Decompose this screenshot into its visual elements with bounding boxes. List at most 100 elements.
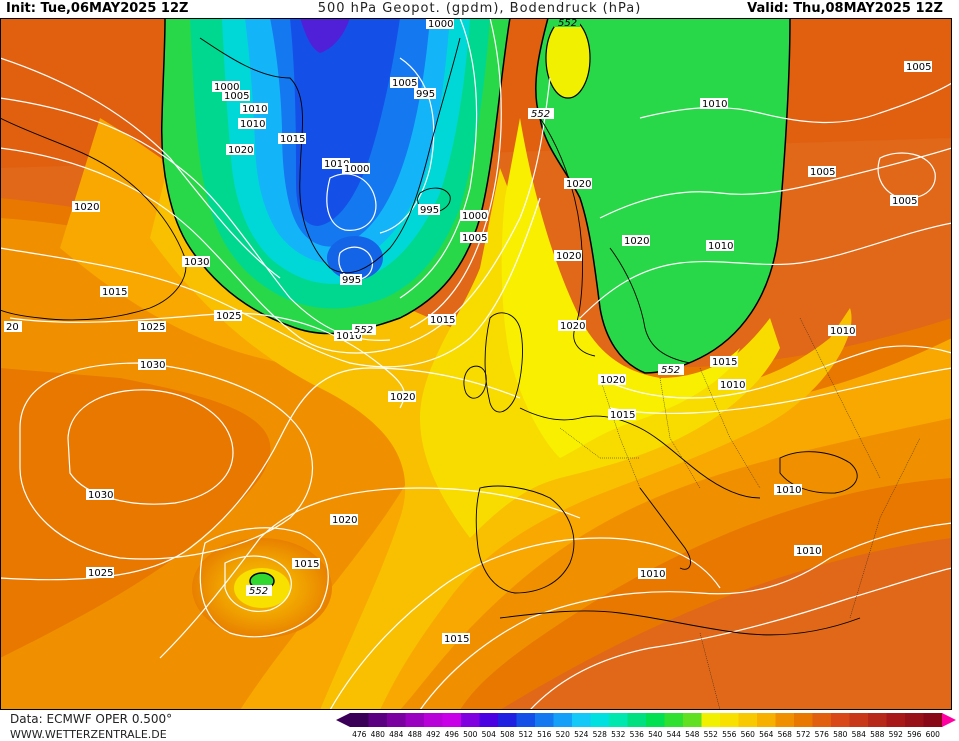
- pressure-label: 1020: [554, 250, 582, 262]
- colorbar-swatch: [757, 713, 776, 727]
- pressure-label: 1010: [238, 118, 266, 130]
- colorbar-swatch: [831, 713, 850, 727]
- website-link[interactable]: WWW.WETTERZENTRALE.DE: [10, 728, 167, 741]
- italy-coast: [639, 487, 691, 570]
- colorbar-tick-label: 552: [704, 730, 719, 739]
- colorbar-swatch: [609, 713, 628, 727]
- iceland-coast: [417, 187, 451, 213]
- svg-text:1015: 1015: [712, 357, 737, 368]
- colorbar-tick-label: 504: [482, 730, 497, 739]
- pressure-label: 1020: [226, 144, 254, 156]
- colorbar-tick-label: 576: [815, 730, 830, 739]
- colorbar-tick-label: 476: [352, 730, 367, 739]
- pressure-label: 1020: [72, 201, 100, 213]
- pressure-label: 1010: [334, 330, 362, 342]
- iberia-coast: [475, 485, 575, 594]
- svg-text:1010: 1010: [240, 119, 265, 130]
- pressure-label: 1005: [460, 232, 488, 244]
- svg-text:1020: 1020: [332, 515, 357, 526]
- svg-text:1010: 1010: [796, 546, 821, 557]
- svg-text:552: 552: [354, 325, 373, 336]
- svg-text:1010: 1010: [702, 99, 727, 110]
- band-556: [501, 118, 740, 458]
- pressure-label: 1030: [182, 256, 210, 268]
- colorbar-tick-label: 532: [611, 730, 626, 739]
- svg-text:1030: 1030: [88, 490, 113, 501]
- svg-text:1000: 1000: [214, 82, 239, 93]
- pressure-label: 1020: [564, 178, 592, 190]
- colorbar-swatch: [886, 713, 906, 727]
- pressure-label: 1005: [390, 77, 418, 89]
- svg-text:1025: 1025: [88, 568, 113, 579]
- pressure-label: 995: [418, 204, 440, 216]
- country-borders: [559, 317, 921, 710]
- colorbar-tick-label: 540: [648, 730, 663, 739]
- colorbar-tick-label: 512: [519, 730, 534, 739]
- svg-text:1000: 1000: [344, 164, 369, 175]
- colorbar-swatch: [738, 713, 758, 727]
- svg-text:552: 552: [531, 109, 550, 120]
- colorbar-tick-label: 524: [574, 730, 589, 739]
- valid-time: Valid: Thu,08MAY2025 12Z: [747, 1, 943, 16]
- init-time: Init: Tue,06MAY2025 12Z: [6, 1, 189, 16]
- norway-coast: [539, 117, 596, 357]
- baltic-coast: [609, 247, 691, 364]
- pressure-label: 1010: [828, 325, 856, 337]
- colorbar-swatch: [516, 713, 536, 727]
- header: Init: Tue,06MAY2025 12Z 500 hPa Geopot. …: [0, 0, 959, 18]
- colorbar-swatch: [479, 713, 499, 727]
- colorbar-arrow-left: [336, 713, 350, 727]
- pressure-labels: 1000 1005 1010 1000 1005 995 1015 1020 1…: [4, 18, 932, 645]
- pressure-label: 1025: [86, 567, 114, 579]
- pressure-label: 1015: [428, 314, 456, 326]
- colorbar-tick-label: 508: [500, 730, 515, 739]
- svg-text:1025: 1025: [216, 311, 241, 322]
- colorbar-tick-label: 568: [778, 730, 793, 739]
- colorbar-swatch: [923, 713, 943, 727]
- colorbar-swatch: [590, 713, 610, 727]
- svg-text:552: 552: [661, 365, 680, 376]
- data-source: Data: ECMWF OPER 0.500°: [10, 712, 173, 726]
- colorbar-tick-label: 584: [852, 730, 867, 739]
- colorbar-tick-label: 596: [907, 730, 922, 739]
- colorbar-tick-label: 560: [741, 730, 756, 739]
- pressure-label: 1010: [638, 568, 666, 580]
- pressure-label: 1005: [808, 166, 836, 178]
- colorbar-swatch: [812, 713, 832, 727]
- africa-coast: [499, 610, 861, 636]
- colorbar-tick-label: 548: [685, 730, 700, 739]
- colorbar-swatch: [535, 713, 554, 727]
- svg-text:1020: 1020: [74, 202, 99, 213]
- colorbar-swatch: [350, 713, 369, 727]
- colorbar-swatch: [387, 713, 406, 727]
- svg-text:1020: 1020: [556, 251, 581, 262]
- colorbar: 476 480 484 488 492 496 500 504 508 512 516 520 524 5…: [336, 713, 956, 739]
- pressure-label: 1025: [138, 321, 166, 333]
- pressure-label: 1020: [622, 235, 650, 247]
- coastlines: [0, 37, 861, 636]
- pressure-label: 995: [340, 274, 362, 286]
- colorbar-tick-label: 484: [389, 730, 404, 739]
- pressure-label: 1015: [278, 133, 306, 145]
- colorbar-tick-label: 564: [759, 730, 774, 739]
- pressure-label: 1015: [292, 558, 320, 570]
- pressure-label: 1010: [706, 240, 734, 252]
- colorbar-tick-label: 520: [556, 730, 571, 739]
- colorbar-tick-label: 528: [593, 730, 608, 739]
- colorbar-tick-label: 556: [722, 730, 737, 739]
- geopotential-label: 552: [352, 324, 376, 336]
- colorbar-tick-label: 580: [833, 730, 848, 739]
- svg-text:1020: 1020: [228, 145, 253, 156]
- svg-text:1005: 1005: [462, 233, 487, 244]
- colorbar-swatch: [553, 713, 573, 727]
- svg-text:552: 552: [249, 586, 268, 597]
- colorbar-tick-label: 488: [408, 730, 423, 739]
- svg-text:1010: 1010: [336, 331, 361, 342]
- pressure-label: 1020: [330, 514, 358, 526]
- pressure-label: 1005: [904, 61, 932, 73]
- pressure-label: 1020: [388, 391, 416, 403]
- colorbar-swatch: [461, 713, 480, 727]
- colorbar-swatch: [664, 713, 684, 727]
- colorbar-tick-label: 600: [926, 730, 941, 739]
- colorbar-swatch: [424, 713, 443, 727]
